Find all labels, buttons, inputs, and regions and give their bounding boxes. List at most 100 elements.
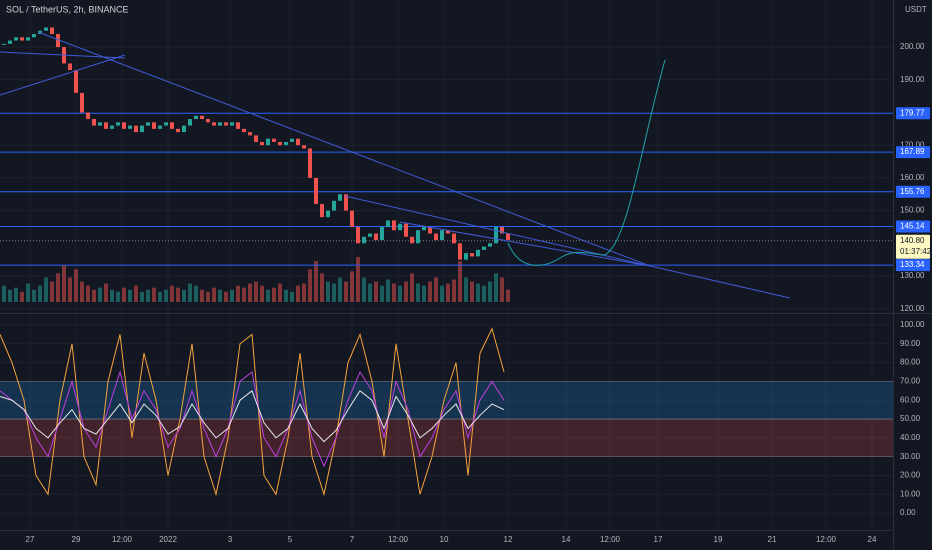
volume-bar — [116, 291, 120, 302]
candle — [56, 34, 60, 48]
y-tick-label: 90.00 — [900, 339, 921, 348]
candle — [248, 132, 252, 136]
candle — [254, 135, 258, 142]
level-tag — [896, 220, 930, 233]
volume-bar — [296, 285, 300, 302]
x-tick-label: 12:00 — [816, 535, 837, 544]
y-tick-label: 150.00 — [900, 206, 925, 215]
volume-bar — [38, 285, 42, 302]
candle — [164, 122, 168, 126]
volume-bar — [278, 283, 282, 302]
volume-bar — [62, 265, 66, 302]
candle — [446, 230, 450, 234]
volume-bar — [260, 285, 264, 302]
volume-bar — [290, 291, 294, 302]
candle — [86, 112, 90, 120]
volume-bar — [452, 279, 456, 302]
candle — [224, 122, 228, 126]
y-tick-label: 200.00 — [900, 42, 925, 51]
candle — [206, 119, 210, 123]
volume-bar — [308, 269, 312, 302]
x-tick-label: 5 — [288, 535, 293, 544]
volume-bar — [74, 269, 78, 302]
candle — [344, 194, 348, 211]
candle — [2, 43, 6, 45]
y-tick-label: 70.00 — [900, 377, 921, 386]
candle — [170, 122, 174, 129]
candle — [488, 243, 492, 247]
candle — [110, 125, 114, 129]
volume-bar — [440, 285, 444, 302]
x-tick-label: 14 — [562, 535, 571, 544]
candle — [152, 122, 156, 129]
trend-line — [0, 54, 126, 96]
candle — [134, 125, 138, 133]
candle — [368, 233, 372, 237]
candle — [338, 194, 342, 201]
candle — [8, 40, 12, 44]
candle — [50, 27, 54, 35]
candle — [176, 128, 180, 133]
volume-bar — [218, 289, 222, 302]
trend-line — [37, 31, 651, 267]
volume-bar — [332, 283, 336, 302]
volume-bar — [488, 281, 492, 302]
candle — [314, 177, 318, 205]
volume-bar — [236, 285, 240, 302]
volume-bar — [44, 277, 48, 302]
volume-bar — [320, 273, 324, 302]
volume-bar — [416, 283, 420, 302]
candle — [326, 210, 330, 218]
candle — [482, 246, 486, 250]
candle — [104, 122, 108, 129]
volume-bar — [428, 281, 432, 302]
level-tag — [896, 259, 930, 272]
last-price-label: 140.80 — [900, 236, 925, 245]
volume-bar — [134, 285, 138, 302]
x-tick-label: 24 — [868, 535, 877, 544]
volume-bar — [314, 261, 318, 302]
y-tick-label: 80.00 — [900, 358, 921, 367]
volume-bar — [506, 289, 510, 302]
volume-bar — [494, 273, 498, 302]
x-tick-label: 3 — [228, 535, 233, 544]
level-tag — [896, 185, 930, 198]
volume-bar — [476, 283, 480, 302]
x-tick-label: 2022 — [159, 535, 177, 544]
level-label: 179.77 — [900, 108, 925, 117]
volume-bar — [56, 273, 60, 302]
candle — [200, 115, 204, 120]
volume-bar — [470, 281, 474, 302]
level-tag — [896, 107, 930, 120]
volume-bar — [152, 287, 156, 302]
x-tick-label: 29 — [72, 535, 81, 544]
volume-bar — [302, 283, 306, 302]
x-tick-label: 27 — [26, 535, 35, 544]
oscillator-line — [0, 327, 505, 497]
candle — [506, 233, 510, 241]
volume-bar — [392, 283, 396, 302]
volume-bar — [68, 277, 72, 302]
y-tick-label: 30.00 — [900, 452, 921, 461]
candle — [212, 122, 216, 126]
volume-bar — [20, 291, 24, 302]
volume-bar — [326, 281, 330, 302]
candle — [92, 119, 96, 126]
chart-title: SOL / TetherUS, 2h, BINANCE — [6, 4, 129, 14]
oscillator — [0, 327, 505, 497]
trend-line — [399, 221, 651, 267]
candle — [356, 226, 360, 244]
volume-bar — [266, 289, 270, 302]
candle — [422, 226, 426, 231]
volume-bar — [338, 277, 342, 302]
candle — [290, 138, 294, 142]
volume-bar — [386, 279, 390, 302]
candle — [404, 223, 408, 237]
candle — [470, 253, 474, 257]
candle — [26, 37, 30, 41]
volume-bar — [50, 281, 54, 302]
candle — [296, 138, 300, 146]
candle — [452, 233, 456, 244]
candle — [392, 220, 396, 231]
candle — [386, 220, 390, 227]
